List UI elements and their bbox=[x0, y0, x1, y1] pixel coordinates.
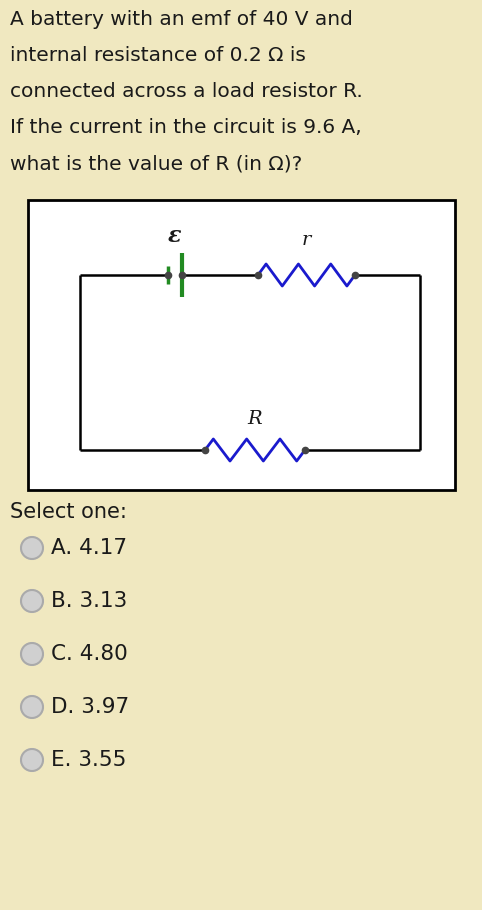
Text: r: r bbox=[302, 231, 311, 249]
Circle shape bbox=[21, 590, 43, 612]
Text: A battery with an emf of 40 V and: A battery with an emf of 40 V and bbox=[10, 10, 353, 29]
Circle shape bbox=[21, 643, 43, 665]
Text: If the current in the circuit is 9.6 A,: If the current in the circuit is 9.6 A, bbox=[10, 118, 362, 137]
Text: ε: ε bbox=[168, 225, 182, 247]
Text: connected across a load resistor R.: connected across a load resistor R. bbox=[10, 82, 363, 101]
FancyBboxPatch shape bbox=[28, 200, 455, 490]
Text: D. 3.97: D. 3.97 bbox=[51, 697, 129, 717]
Text: R: R bbox=[248, 410, 262, 428]
Text: C. 4.80: C. 4.80 bbox=[51, 644, 128, 664]
Text: E. 3.55: E. 3.55 bbox=[51, 750, 126, 770]
Text: what is the value of R (in Ω)?: what is the value of R (in Ω)? bbox=[10, 154, 302, 173]
Text: B. 3.13: B. 3.13 bbox=[51, 591, 127, 611]
Circle shape bbox=[21, 696, 43, 718]
Text: A. 4.17: A. 4.17 bbox=[51, 538, 127, 558]
Text: internal resistance of 0.2 Ω is: internal resistance of 0.2 Ω is bbox=[10, 46, 306, 65]
Circle shape bbox=[21, 537, 43, 559]
Text: Select one:: Select one: bbox=[10, 502, 127, 522]
Circle shape bbox=[21, 749, 43, 771]
